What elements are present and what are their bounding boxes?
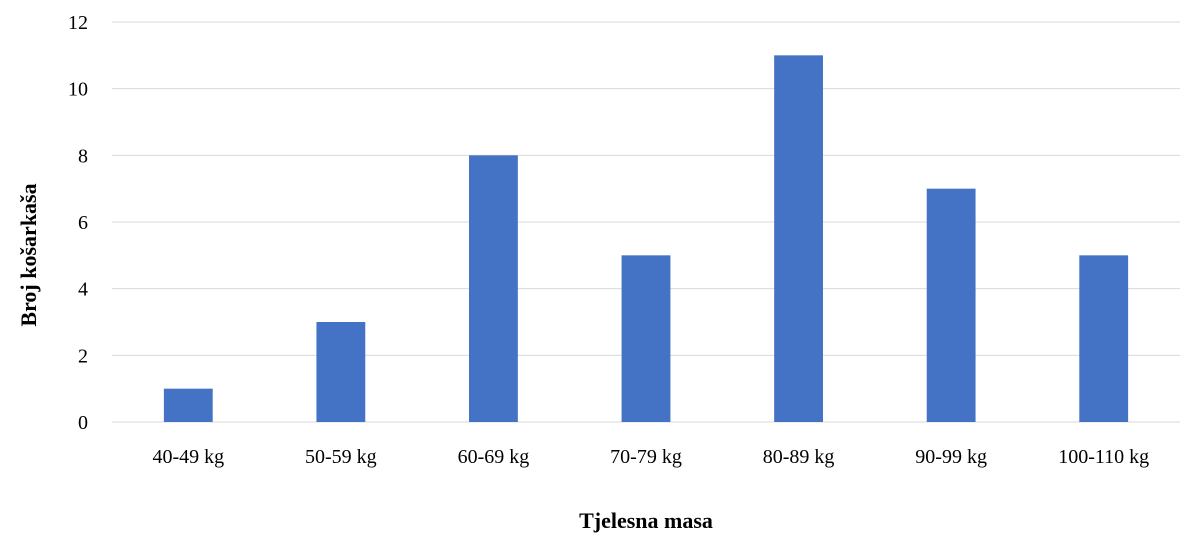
bar-40-49-kg [163, 388, 213, 422]
x-tick-label-60-69-kg: 60-69 kg [458, 446, 530, 468]
x-tick-label-40-49-kg: 40-49 kg [152, 446, 224, 468]
y-tick-label-0: 0 [78, 412, 88, 434]
x-axis-tick-labels: 40-49 kg 50-59 kg 60-69 kg 70-79 kg 80-89 kg… [152, 446, 1149, 468]
bar-70-79-kg [621, 255, 671, 422]
y-tick-label-8: 8 [78, 145, 88, 167]
x-tick-label-50-59-kg: 50-59 kg [305, 446, 377, 468]
y-axis-tick-labels: 0 2 4 6 8 10 12 [68, 12, 88, 434]
y-tick-label-2: 2 [78, 345, 88, 367]
bar-80-89-kg [774, 55, 823, 422]
y-tick-label-10: 10 [68, 79, 88, 101]
x-tick-label-90-99-kg: 90-99 kg [915, 446, 987, 468]
y-axis-title: Broj košarkaša [16, 183, 41, 326]
x-tick-label-70-79-kg: 70-79 kg [610, 446, 682, 468]
bar-60-69-kg [469, 155, 518, 423]
bar-90-99-kg [926, 188, 976, 422]
bar-100-110-kg [1079, 255, 1129, 422]
x-tick-label-80-89-kg: 80-89 kg [763, 446, 835, 468]
bars [163, 55, 1129, 423]
bar-50-59-kg [316, 322, 366, 422]
x-axis-title: Tjelesna masa [579, 508, 713, 533]
y-tick-label-4: 4 [78, 279, 88, 301]
x-tick-label-100-110-kg: 100-110 kg [1058, 446, 1149, 468]
y-tick-label-12: 12 [68, 12, 88, 34]
y-tick-label-6: 6 [78, 212, 88, 234]
